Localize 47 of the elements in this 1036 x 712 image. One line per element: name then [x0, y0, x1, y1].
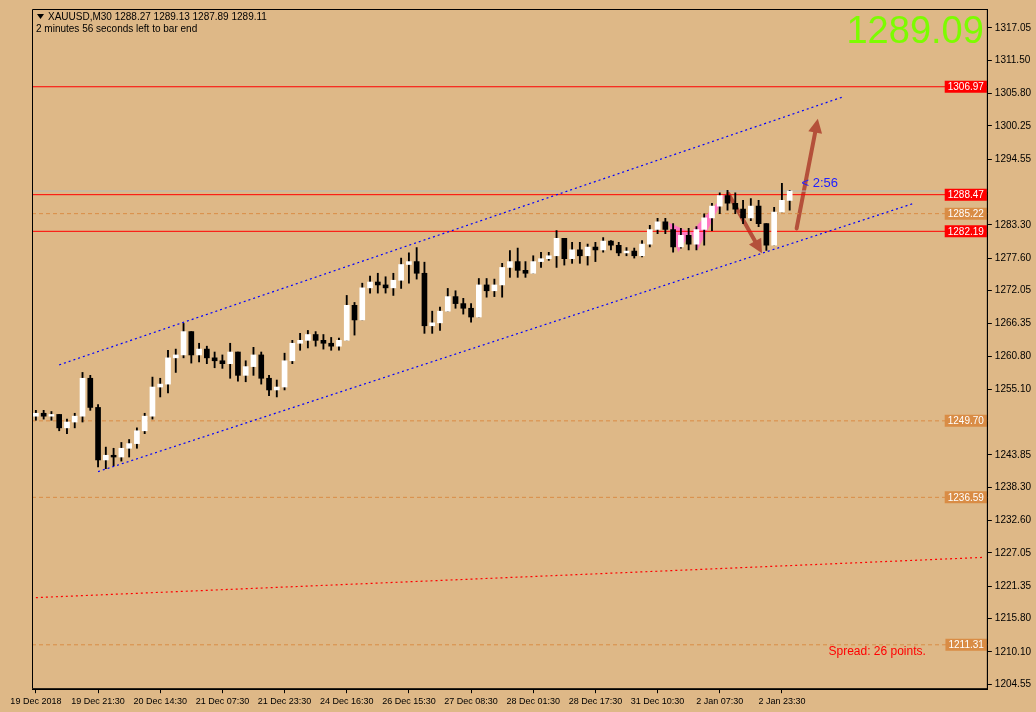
- y-tick-label: 1227.05: [994, 546, 1032, 558]
- y-tick-label: 1317.05: [994, 21, 1032, 33]
- y-tick-label: 1294.55: [994, 152, 1032, 164]
- candlestick: [429, 310, 436, 334]
- candlestick: [406, 252, 412, 284]
- annotation: Spread: 26 points.: [828, 644, 926, 659]
- y-tick-label: 1300.25: [994, 119, 1032, 131]
- y-tick-label: 1283.30: [994, 218, 1032, 230]
- y-tick-label: 1260.80: [994, 349, 1032, 361]
- x-tick-label: 26 Dec 15:30: [382, 696, 436, 707]
- y-tick-label: 1272.05: [994, 284, 1032, 296]
- y-tick-label: 1238.30: [994, 481, 1032, 493]
- y-tick-label: 1221.35: [994, 579, 1032, 591]
- text: 2 minutes 56 seconds left to bar end: [36, 23, 198, 34]
- ref-line-label: 1285.22: [947, 207, 985, 219]
- x-tick-label: 21 Dec 23:30: [257, 696, 312, 707]
- ref-line-label: 1249.70: [947, 415, 985, 427]
- x-tick-label: 19 Dec 2018: [10, 696, 62, 707]
- ref-line-label: 1236.59: [947, 491, 985, 503]
- y-tick-label: 1232.60: [994, 514, 1032, 526]
- x-tick-label: 21 Dec 07:30: [195, 696, 250, 707]
- x-tick-label: 24 Dec 16:30: [319, 696, 374, 707]
- annotation: < 2:56: [801, 175, 838, 190]
- annotation: 1289.09: [846, 9, 984, 51]
- y-tick-label: 1277.60: [994, 251, 1032, 263]
- y-tick-label: 1305.80: [994, 87, 1032, 99]
- ref-line-label: 1306.97: [947, 81, 985, 93]
- x-tick-label: 27 Dec 08:30: [444, 696, 498, 707]
- x-tick-label: 2 Jan 07:30: [696, 696, 744, 707]
- ref-line-label: 1211.31: [948, 639, 985, 651]
- x-tick-label: 31 Dec 10:30: [630, 696, 685, 707]
- x-tick-label: 28 Dec 17:30: [568, 696, 623, 707]
- x-tick-label: 20 Dec 14:30: [133, 696, 187, 707]
- chart-title: XAUUSD,M30 1288.27 1289.13 1287.89 1289.11: [48, 11, 267, 22]
- y-tick-label: 1311.50: [994, 54, 1031, 66]
- y-tick-label: 1210.10: [994, 645, 1032, 657]
- x-tick-label: 19 Dec 21:30: [71, 696, 125, 707]
- y-tick-label: 1204.55: [994, 677, 1032, 689]
- y-tick-label: 1255.10: [994, 383, 1032, 395]
- x-tick-label: 28 Dec 01:30: [506, 696, 561, 707]
- y-tick-label: 1243.85: [994, 448, 1032, 460]
- y-tick-label: 1266.35: [994, 317, 1032, 329]
- candlestick: [172, 348, 179, 373]
- y-tick-label: 1215.80: [994, 612, 1032, 624]
- ref-line-label: 1288.47: [947, 188, 985, 200]
- ref-line-label: 1282.19: [947, 225, 985, 237]
- x-tick-label: 2 Jan 23:30: [758, 696, 806, 707]
